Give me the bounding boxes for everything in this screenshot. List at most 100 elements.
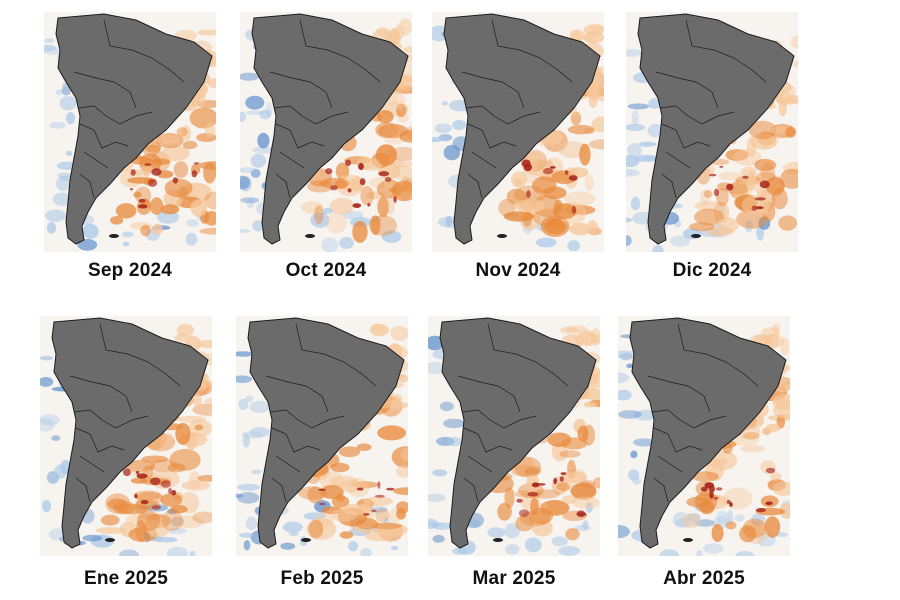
warm-anomaly (774, 397, 788, 405)
country-border (461, 71, 525, 109)
warm-anomaly (703, 190, 713, 198)
cool-anomaly (675, 518, 697, 528)
warm-anomaly (748, 120, 777, 140)
cool-anomaly (122, 241, 130, 247)
cool-anomaly (77, 239, 98, 251)
warm-anomaly (497, 502, 512, 521)
warm-anomaly (579, 143, 591, 166)
cool-anomaly (626, 49, 642, 57)
country-border (77, 105, 153, 125)
warm-anomaly (694, 201, 722, 211)
cool-anomaly (56, 176, 71, 192)
map-canvas (236, 316, 408, 556)
panel-label: Oct 2024 (285, 260, 367, 281)
country-border (79, 455, 105, 473)
warm-anomaly (778, 215, 798, 231)
cool-anomaly (186, 219, 199, 227)
warm-anomaly (396, 103, 407, 118)
hot-anomaly (363, 513, 370, 516)
hot-anomaly (518, 509, 530, 517)
warm-anomaly (378, 124, 409, 139)
warm-anomaly (569, 29, 585, 42)
warm-anomaly (730, 181, 752, 199)
falkland-islands (683, 538, 693, 542)
warm-anomaly (792, 60, 798, 68)
hot-anomaly (138, 198, 146, 203)
cool-anomaly (44, 44, 57, 52)
warm-anomaly (515, 515, 534, 532)
cool-anomaly (652, 245, 664, 252)
country-border (491, 19, 573, 83)
cool-anomaly (303, 512, 327, 520)
hot-anomaly (559, 476, 564, 482)
south-america-landmass (443, 13, 601, 245)
cool-anomaly (432, 137, 444, 143)
cool-anomaly (505, 544, 520, 555)
sst-anomaly-map (428, 316, 600, 556)
hot-anomaly (568, 175, 578, 181)
hot-anomaly (137, 204, 148, 209)
country-border (661, 123, 711, 149)
cool-anomaly (119, 549, 140, 556)
hot-anomaly (393, 196, 397, 203)
hot-anomaly (134, 493, 138, 499)
south-america-landmass (439, 317, 597, 549)
hot-anomaly (755, 206, 764, 210)
warm-anomaly (736, 209, 768, 229)
cool-anomaly (250, 168, 261, 178)
cool-anomaly (251, 469, 262, 475)
warm-anomaly (160, 493, 183, 507)
cool-anomaly (185, 232, 198, 246)
sst-anomaly-map (626, 12, 798, 252)
warm-anomaly (723, 487, 753, 510)
country-border (471, 151, 497, 169)
hot-anomaly (765, 501, 773, 506)
country-border (103, 19, 185, 83)
sst-anomaly-map (236, 316, 408, 556)
warm-anomaly (787, 85, 796, 98)
panel-dic-2024: Dic 2024 (626, 12, 798, 281)
warm-anomaly (588, 139, 604, 150)
warm-anomaly (325, 212, 347, 234)
warm-anomaly (569, 222, 592, 236)
warm-anomaly (583, 401, 597, 408)
warm-anomaly (399, 74, 412, 83)
warm-anomaly (790, 35, 798, 49)
warm-anomaly (725, 521, 737, 530)
cool-anomaly (40, 418, 55, 432)
country-border (99, 323, 181, 387)
falkland-islands (497, 234, 507, 238)
warm-anomaly (369, 323, 389, 337)
warm-anomaly (563, 191, 596, 206)
cool-anomaly (551, 536, 568, 547)
country-border (75, 477, 91, 503)
cool-anomaly (238, 398, 249, 410)
warm-anomaly (691, 471, 719, 482)
cool-anomaly (618, 350, 636, 359)
cool-anomaly (702, 543, 724, 554)
country-border (265, 375, 329, 413)
south-america-landmass (251, 13, 409, 245)
cool-anomaly (246, 197, 255, 209)
warm-anomaly (765, 423, 780, 433)
country-border (75, 427, 125, 453)
cool-anomaly (381, 230, 402, 243)
warm-anomaly (362, 496, 394, 507)
hot-anomaly (553, 477, 557, 485)
warm-anomaly (584, 175, 594, 191)
warm-anomaly (530, 489, 560, 499)
warm-anomaly (400, 447, 408, 461)
warm-anomaly (556, 482, 571, 492)
cool-anomaly (452, 547, 468, 555)
cool-anomaly (55, 89, 64, 96)
country-border (279, 151, 305, 169)
cool-anomaly (54, 464, 67, 479)
panel-oct-2024: Oct 2024 (240, 12, 412, 281)
hot-anomaly (755, 508, 766, 513)
panel-label: Mar 2025 (472, 568, 556, 589)
warm-anomaly (339, 446, 361, 458)
hot-anomaly (374, 494, 385, 498)
warm-anomaly (131, 169, 152, 176)
warm-anomaly (364, 529, 393, 542)
warm-anomaly (160, 204, 180, 215)
